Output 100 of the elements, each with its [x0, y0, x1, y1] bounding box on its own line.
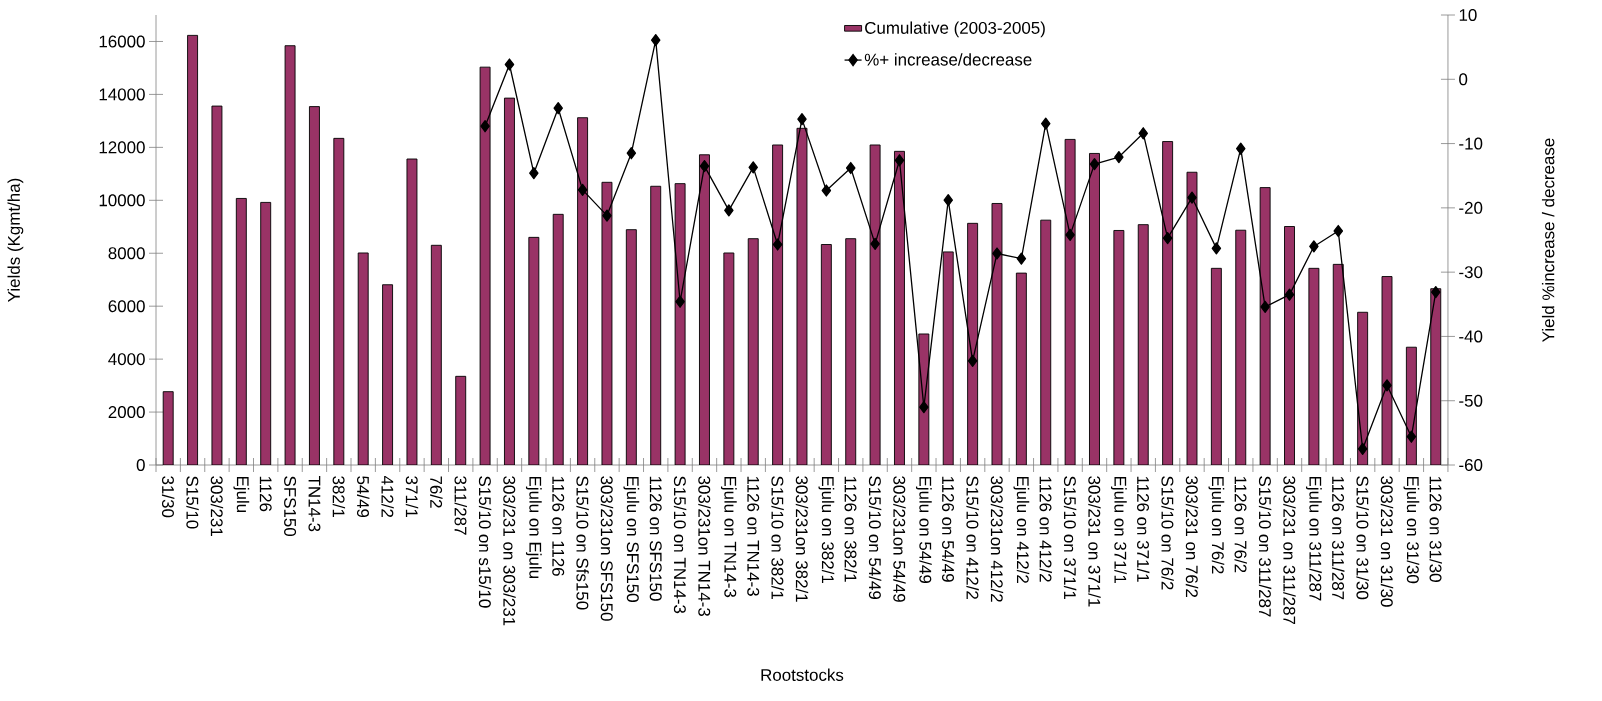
point: [1138, 127, 1149, 140]
bar: [504, 97, 515, 466]
y-tick-label: 6000: [108, 300, 145, 313]
x-tick-label: 303/231on SFS150: [600, 476, 614, 621]
bar: [625, 229, 637, 466]
bar: [1089, 153, 1100, 466]
y-tick-label: 8000: [108, 247, 145, 260]
bar: [991, 203, 1003, 466]
y2-tick-label: -20: [1459, 201, 1483, 214]
x-tick-label: Ejulu on 76/2: [1208, 476, 1225, 574]
x-tick-label: 31/30: [161, 476, 175, 518]
x-tick-label: 303/231on TN14-3: [698, 476, 711, 616]
point: [894, 154, 905, 167]
x-tick-label: S15/10 on Sfs150: [576, 476, 589, 610]
bar: [333, 137, 345, 466]
point: [967, 354, 978, 367]
x-tick-label: 303/231on 382/1: [795, 476, 809, 602]
y-axis-title: Yields (Kgmt/ha): [7, 178, 24, 302]
x-tick-label: Ejulu on 54/49: [915, 476, 932, 583]
x-tick-label: S15/10 on 412/2: [966, 476, 979, 599]
point: [699, 159, 710, 173]
point: [1431, 285, 1441, 299]
bar: [1259, 187, 1271, 466]
point: [1382, 379, 1392, 392]
point: [675, 295, 685, 308]
y-tick-label: 0: [136, 459, 145, 472]
y2-tick-label: 10: [1459, 9, 1477, 21]
x-tick-label: Ejulu on 412/2: [1013, 476, 1030, 583]
x-tick-label: 1126 on TN14-3: [747, 476, 760, 596]
x-tick-label: 303/231 on 76/2: [1185, 476, 1199, 598]
point: [724, 204, 734, 217]
y-tick-label: 12000: [99, 141, 145, 154]
bar: [894, 150, 905, 466]
point: [1284, 288, 1295, 301]
point: [1235, 142, 1246, 155]
y-tick-label: 4000: [108, 353, 145, 366]
x-tick-label: 1126 on 54/49: [942, 476, 955, 582]
x-tick-label: Ejulu on 371/1: [1110, 476, 1127, 583]
x-tick-label: 303/231: [210, 476, 224, 536]
x-tick-label: S15/10 on 76/2: [1161, 476, 1174, 590]
bar: [309, 106, 320, 466]
y2-axis-title: Yield %increase / decrease: [1541, 138, 1555, 342]
y-tick-label: 16000: [99, 35, 145, 48]
x-tick-label: Ejulu on 311/287: [1305, 476, 1322, 601]
legend-label: Cumulative (2003-2005): [865, 21, 1045, 38]
bar: [601, 181, 613, 466]
y2-tick-label: -10: [1459, 137, 1483, 150]
x-tick-label: 311/287: [454, 476, 467, 535]
bar: [674, 183, 686, 466]
point: [504, 58, 515, 71]
x-tick-label: SFS150: [284, 476, 297, 537]
x-tick-label: Ejulu on 31/30: [1403, 476, 1420, 584]
x-tick-label: TN14-3: [308, 475, 321, 532]
bar: [1284, 226, 1295, 466]
y2-tick-label: 0: [1459, 73, 1468, 86]
x-tick-label: S15/10: [186, 476, 199, 529]
x-tick-label: 371/1: [405, 476, 419, 518]
point: [870, 237, 880, 250]
bar: [772, 144, 784, 466]
x-tick-label: 382/1: [332, 476, 346, 518]
point: [919, 401, 929, 414]
x-tick-label: S15/10 on 382/1: [771, 476, 784, 599]
bar: [1405, 346, 1417, 466]
point: [1040, 117, 1051, 130]
point: [602, 209, 612, 222]
x-tick-label: S15/10 on 54/49: [868, 476, 882, 600]
x-tick-label: 1126 on 311/287: [1332, 476, 1345, 600]
point: [1187, 191, 1197, 204]
x-tick-label: 412/2: [381, 475, 394, 518]
bar: [1162, 141, 1174, 466]
point: [943, 194, 953, 207]
x-tick-label: 1126 on 31/30: [1429, 476, 1442, 582]
bar: [967, 222, 979, 466]
point: [1089, 158, 1100, 171]
bar: [869, 144, 881, 466]
point: [992, 247, 1002, 260]
x-tick-label: S15/10 on s15/10: [478, 476, 492, 608]
point: [1065, 228, 1075, 241]
bar: [1357, 311, 1369, 466]
point: [1309, 240, 1319, 253]
x-axis-title: Rootstocks: [761, 668, 844, 681]
legend-label: %+ increase/decrease: [864, 53, 1032, 66]
x-tick-label: 1126 on 1126: [552, 476, 565, 576]
y2-tick-label: -60: [1459, 459, 1483, 472]
bar: [1186, 171, 1198, 466]
point: [1016, 252, 1027, 265]
point: [797, 113, 807, 126]
bar: [1064, 138, 1076, 466]
x-tick-label: 54/49: [356, 476, 370, 518]
x-tick-label: 1126: [259, 476, 272, 512]
y2-tick-label: -40: [1459, 330, 1483, 343]
x-tick-label: 1126 on 412/2: [1039, 476, 1052, 582]
x-tick-label: 1126 on 371/1: [1137, 476, 1150, 582]
point: [1114, 150, 1124, 164]
x-tick-label: Ejulu: [233, 476, 250, 513]
x-tick-label: Ejulu on 382/1: [818, 476, 835, 583]
x-tick-label: 1126 on 76/2: [1234, 476, 1247, 573]
bar: [1381, 276, 1393, 466]
point: [1162, 231, 1173, 245]
point: [1333, 224, 1344, 238]
